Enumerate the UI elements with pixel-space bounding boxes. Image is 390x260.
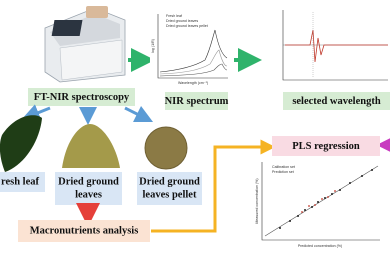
axis-title: Measured concentration (%) (255, 178, 259, 223)
sample-label: leaves (75, 189, 102, 200)
sample-box (55, 172, 122, 205)
regression-label: PLS regression (292, 141, 360, 152)
sample-box (137, 172, 202, 205)
spectrum-chart (150, 10, 230, 82)
axis-title: Wavelength (cm⁻¹) (178, 81, 208, 85)
instrument-illustration (44, 6, 126, 83)
regression-chart (261, 162, 380, 241)
wavelength-chart (282, 10, 388, 81)
sample-label: Dried ground (139, 176, 200, 187)
sample-label: Dried ground (58, 176, 119, 187)
analysis-label: Macronutrients analysis (30, 225, 139, 236)
legend-entry: Dried ground leaves (166, 19, 198, 23)
regression-box (272, 136, 380, 156)
axis-title: log (1/R) (151, 39, 155, 53)
axis-title: Predicted concentration (%) (298, 244, 342, 248)
sample-box (0, 172, 45, 192)
dried-leaves (62, 124, 120, 168)
fresh-leaf (0, 115, 42, 172)
sample-label: leaves pellet (143, 189, 197, 200)
legend-entry: Dried ground leaves pellet (166, 24, 208, 28)
arrow (151, 139, 276, 233)
spectrum-box (165, 92, 228, 110)
instrument-box (28, 88, 135, 106)
arrow (124, 105, 154, 123)
sample-label: resh leaf (1, 176, 40, 187)
pellet (144, 126, 188, 170)
instrument-label: FT-NIR spectroscopy (34, 92, 130, 103)
arrow (21, 104, 51, 122)
spectrum-label: NIR spectrum (165, 96, 229, 107)
wavelength-box (283, 92, 390, 110)
legend-entry: Prediction set (272, 170, 294, 174)
legend-entry: Fresh leaf (166, 14, 182, 18)
wavelength-label: selected wavelength (292, 96, 381, 107)
legend-entry: Calibration set (272, 165, 295, 169)
analysis-box (18, 220, 150, 242)
